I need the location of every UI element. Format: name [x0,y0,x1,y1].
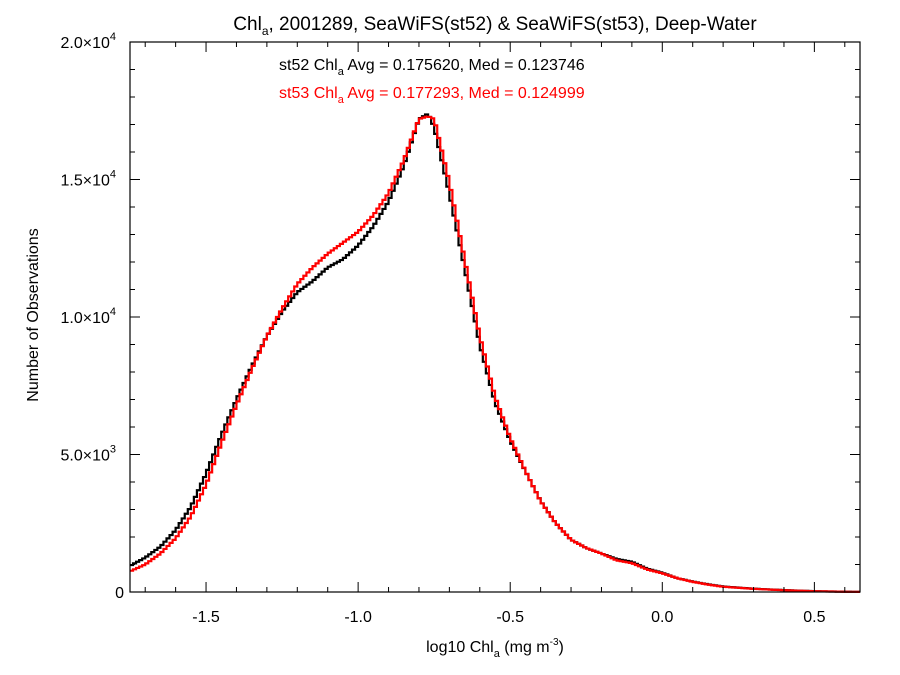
y-tick-label: 5.0×103 [60,444,116,465]
series-line-st53 [130,115,860,593]
x-tick-label: -0.5 [496,609,524,626]
plot-area: -1.5 -1.0 -0.5 0.0 0.5 0 5.0×103 1.0×104 1.5×104… [60,31,861,626]
x-tick-label: 0.5 [803,609,825,626]
x-tick-label: -1.5 [192,609,220,626]
x-tick-label: -1.0 [344,609,372,626]
annotation-st53: st53 Chla Avg = 0.177293, Med = 0.124999 [279,85,585,106]
x-tick-label: 0.0 [651,609,673,626]
series-layer [130,113,860,593]
x-axis-label: log10 Chla (mg m-3) [426,637,564,660]
plot-frame [129,41,861,593]
y-tick-label: 2.0×104 [60,31,116,52]
series-line-st52 [130,113,860,593]
y-tick-label: 0 [115,585,124,602]
y-tick-label: 1.5×104 [60,169,116,190]
y-axis-label: Number of Observations [25,228,42,401]
annotation-st52: st52 Chla Avg = 0.175620, Med = 0.123746 [279,57,585,78]
chart-title: Chla, 2001289, SeaWiFS(st52) & SeaWiFS(s… [233,14,757,38]
y-tick-label: 1.0×104 [60,306,116,327]
tick-layer: -1.5 -1.0 -0.5 0.0 0.5 0 5.0×103 1.0×104 1.5×104… [60,31,860,626]
